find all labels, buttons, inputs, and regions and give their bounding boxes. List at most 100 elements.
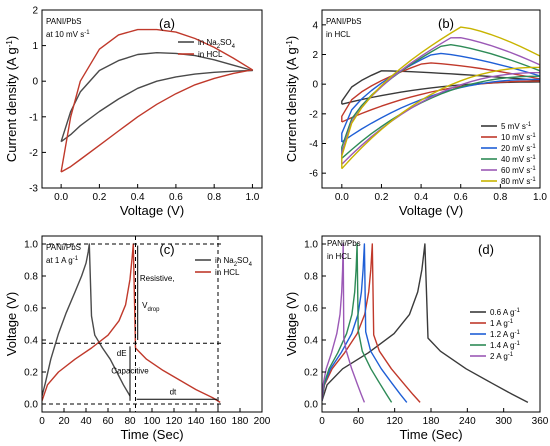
data-layer [42, 243, 221, 403]
panel-label: (c) [159, 242, 174, 257]
y-tick-label: 0.6 [304, 304, 318, 315]
series-line [42, 243, 131, 397]
y-tick-label: -6 [309, 169, 318, 180]
chart-panel-c: 0 20 40 60 80 100 120 140 160 180 200 0.0 0.2 0.4 0.6 0… [4, 235, 271, 442]
legend-label: 60 mV s-1 [501, 166, 536, 175]
y-tick-label: 0.8 [24, 272, 38, 283]
y-tick-label: 0.2 [304, 368, 318, 379]
y-tick-label: 2 [32, 6, 38, 17]
y-tick-label: 2 [312, 50, 318, 61]
y-axis-label: Voltage (V) [284, 292, 299, 356]
x-tick-label: 80 [124, 416, 136, 427]
y-tick-label: 0.4 [304, 336, 318, 347]
y-tick-label: 0.0 [304, 400, 318, 411]
series-line [322, 243, 529, 404]
y-tick-label: 0.2 [24, 368, 38, 379]
plot-frame [41, 9, 263, 189]
x-tick-label: 0.0 [54, 192, 68, 203]
x-tick-label: 240 [459, 416, 476, 427]
dt-note: dt [170, 387, 177, 396]
x-tick-label: 300 [495, 416, 512, 427]
annotation-line: in HCL [326, 30, 351, 39]
resistive-note: Resistive, [140, 274, 175, 283]
series-line [341, 37, 540, 165]
panel-label: (a) [159, 16, 175, 31]
x-tick-label: 0 [319, 416, 325, 427]
y-tick-label: -1 [29, 112, 38, 123]
x-tick-label: 1.0 [245, 192, 259, 203]
y-tick-label: 4 [312, 20, 318, 31]
y-tick-label: 0 [312, 80, 318, 91]
x-tick-label: 20 [58, 416, 70, 427]
legend-label: in Na2SO4 [215, 256, 253, 268]
x-tick-label: 180 [423, 416, 440, 427]
y-tick-label: 0.0 [24, 400, 38, 411]
y-axis-label: Current density (A g-1) [4, 36, 19, 162]
x-tick-label: 0.8 [207, 192, 221, 203]
x-axis-label: Voltage (V) [399, 203, 463, 218]
panel-label: (d) [478, 242, 494, 257]
y-tick-label: -2 [309, 109, 318, 120]
annotation-line: PANi/Pbs [327, 239, 361, 248]
x-tick-label: 200 [254, 416, 271, 427]
legend-label: in HCL [198, 50, 223, 59]
y-axis-label: Voltage (V) [4, 292, 19, 356]
series-line [322, 243, 408, 403]
y-tick-label: 0.8 [304, 272, 318, 283]
x-tick-label: 0 [39, 416, 45, 427]
y-axis-label: Current density (A g-1) [284, 36, 299, 162]
x-tick-label: 360 [532, 416, 549, 427]
x-tick-label: 60 [353, 416, 365, 427]
de-note: dE [117, 349, 127, 358]
x-tick-label: 0.2 [375, 192, 389, 203]
annotation-line: in HCL [327, 252, 352, 261]
x-tick-label: 160 [210, 416, 227, 427]
series-line [60, 28, 254, 173]
series-line [322, 243, 366, 403]
x-tick-label: 120 [386, 416, 403, 427]
capacitive-note: Capacitive [111, 367, 149, 376]
series-line [341, 70, 540, 105]
x-tick-label: 0.2 [92, 192, 106, 203]
data-layer [60, 28, 254, 173]
data-layer [341, 26, 540, 170]
series-line [341, 26, 540, 170]
x-tick-label: 1.0 [533, 192, 547, 203]
y-tick-label: 0.4 [24, 336, 38, 347]
legend-label: in HCL [215, 268, 240, 277]
legend-label: 1 A g-1 [490, 319, 514, 328]
y-tick-label: 1.0 [24, 240, 38, 251]
x-tick-label: 0.4 [131, 192, 145, 203]
x-tick-label: 120 [166, 416, 183, 427]
series-line [322, 243, 421, 403]
legend-label: 5 mV s-1 [501, 122, 532, 131]
data-layer [322, 243, 529, 404]
legend-label: 2 A g-1 [490, 352, 514, 361]
x-tick-label: 0.8 [493, 192, 507, 203]
x-tick-label: 0.4 [414, 192, 428, 203]
x-tick-label: 0.6 [169, 192, 183, 203]
legend-label: 20 mV s-1 [501, 144, 536, 153]
x-tick-label: 0.0 [335, 192, 349, 203]
chart-panel-a: 0.0 0.2 0.4 0.6 0.8 1.0 -3 -2 -1 0 1 2 Voltage (V) Cu… [4, 6, 263, 218]
chart-panel-b: 0.0 0.2 0.4 0.6 0.8 1.0 -6 -4 -2 0 2 4 Voltage (V) Cu… [284, 9, 547, 218]
x-tick-label: 60 [102, 416, 114, 427]
vdrop-note: Vdrop [142, 301, 160, 313]
annotation-line: at 10 mV s-1 [46, 30, 90, 39]
panel-label: (b) [438, 16, 454, 31]
y-tick-label: 1.0 [304, 240, 318, 251]
annotation-line: PANi/PbS [46, 243, 81, 252]
x-tick-label: 100 [144, 416, 161, 427]
legend-label: 1.4 A g-1 [490, 341, 520, 350]
annotation-line: PANI/PbS [46, 17, 81, 26]
plot-frame [321, 9, 541, 189]
legend-label: 10 mV s-1 [501, 133, 536, 142]
y-tick-label: 0.6 [24, 304, 38, 315]
legend-label: 0.6 A g-1 [490, 308, 520, 317]
x-tick-label: 140 [188, 416, 205, 427]
x-tick-label: 180 [232, 416, 249, 427]
annotation-line: PANI/PbS [326, 17, 361, 26]
annotation-line: at 1 A g-1 [46, 256, 79, 265]
x-tick-label: 0.6 [454, 192, 468, 203]
